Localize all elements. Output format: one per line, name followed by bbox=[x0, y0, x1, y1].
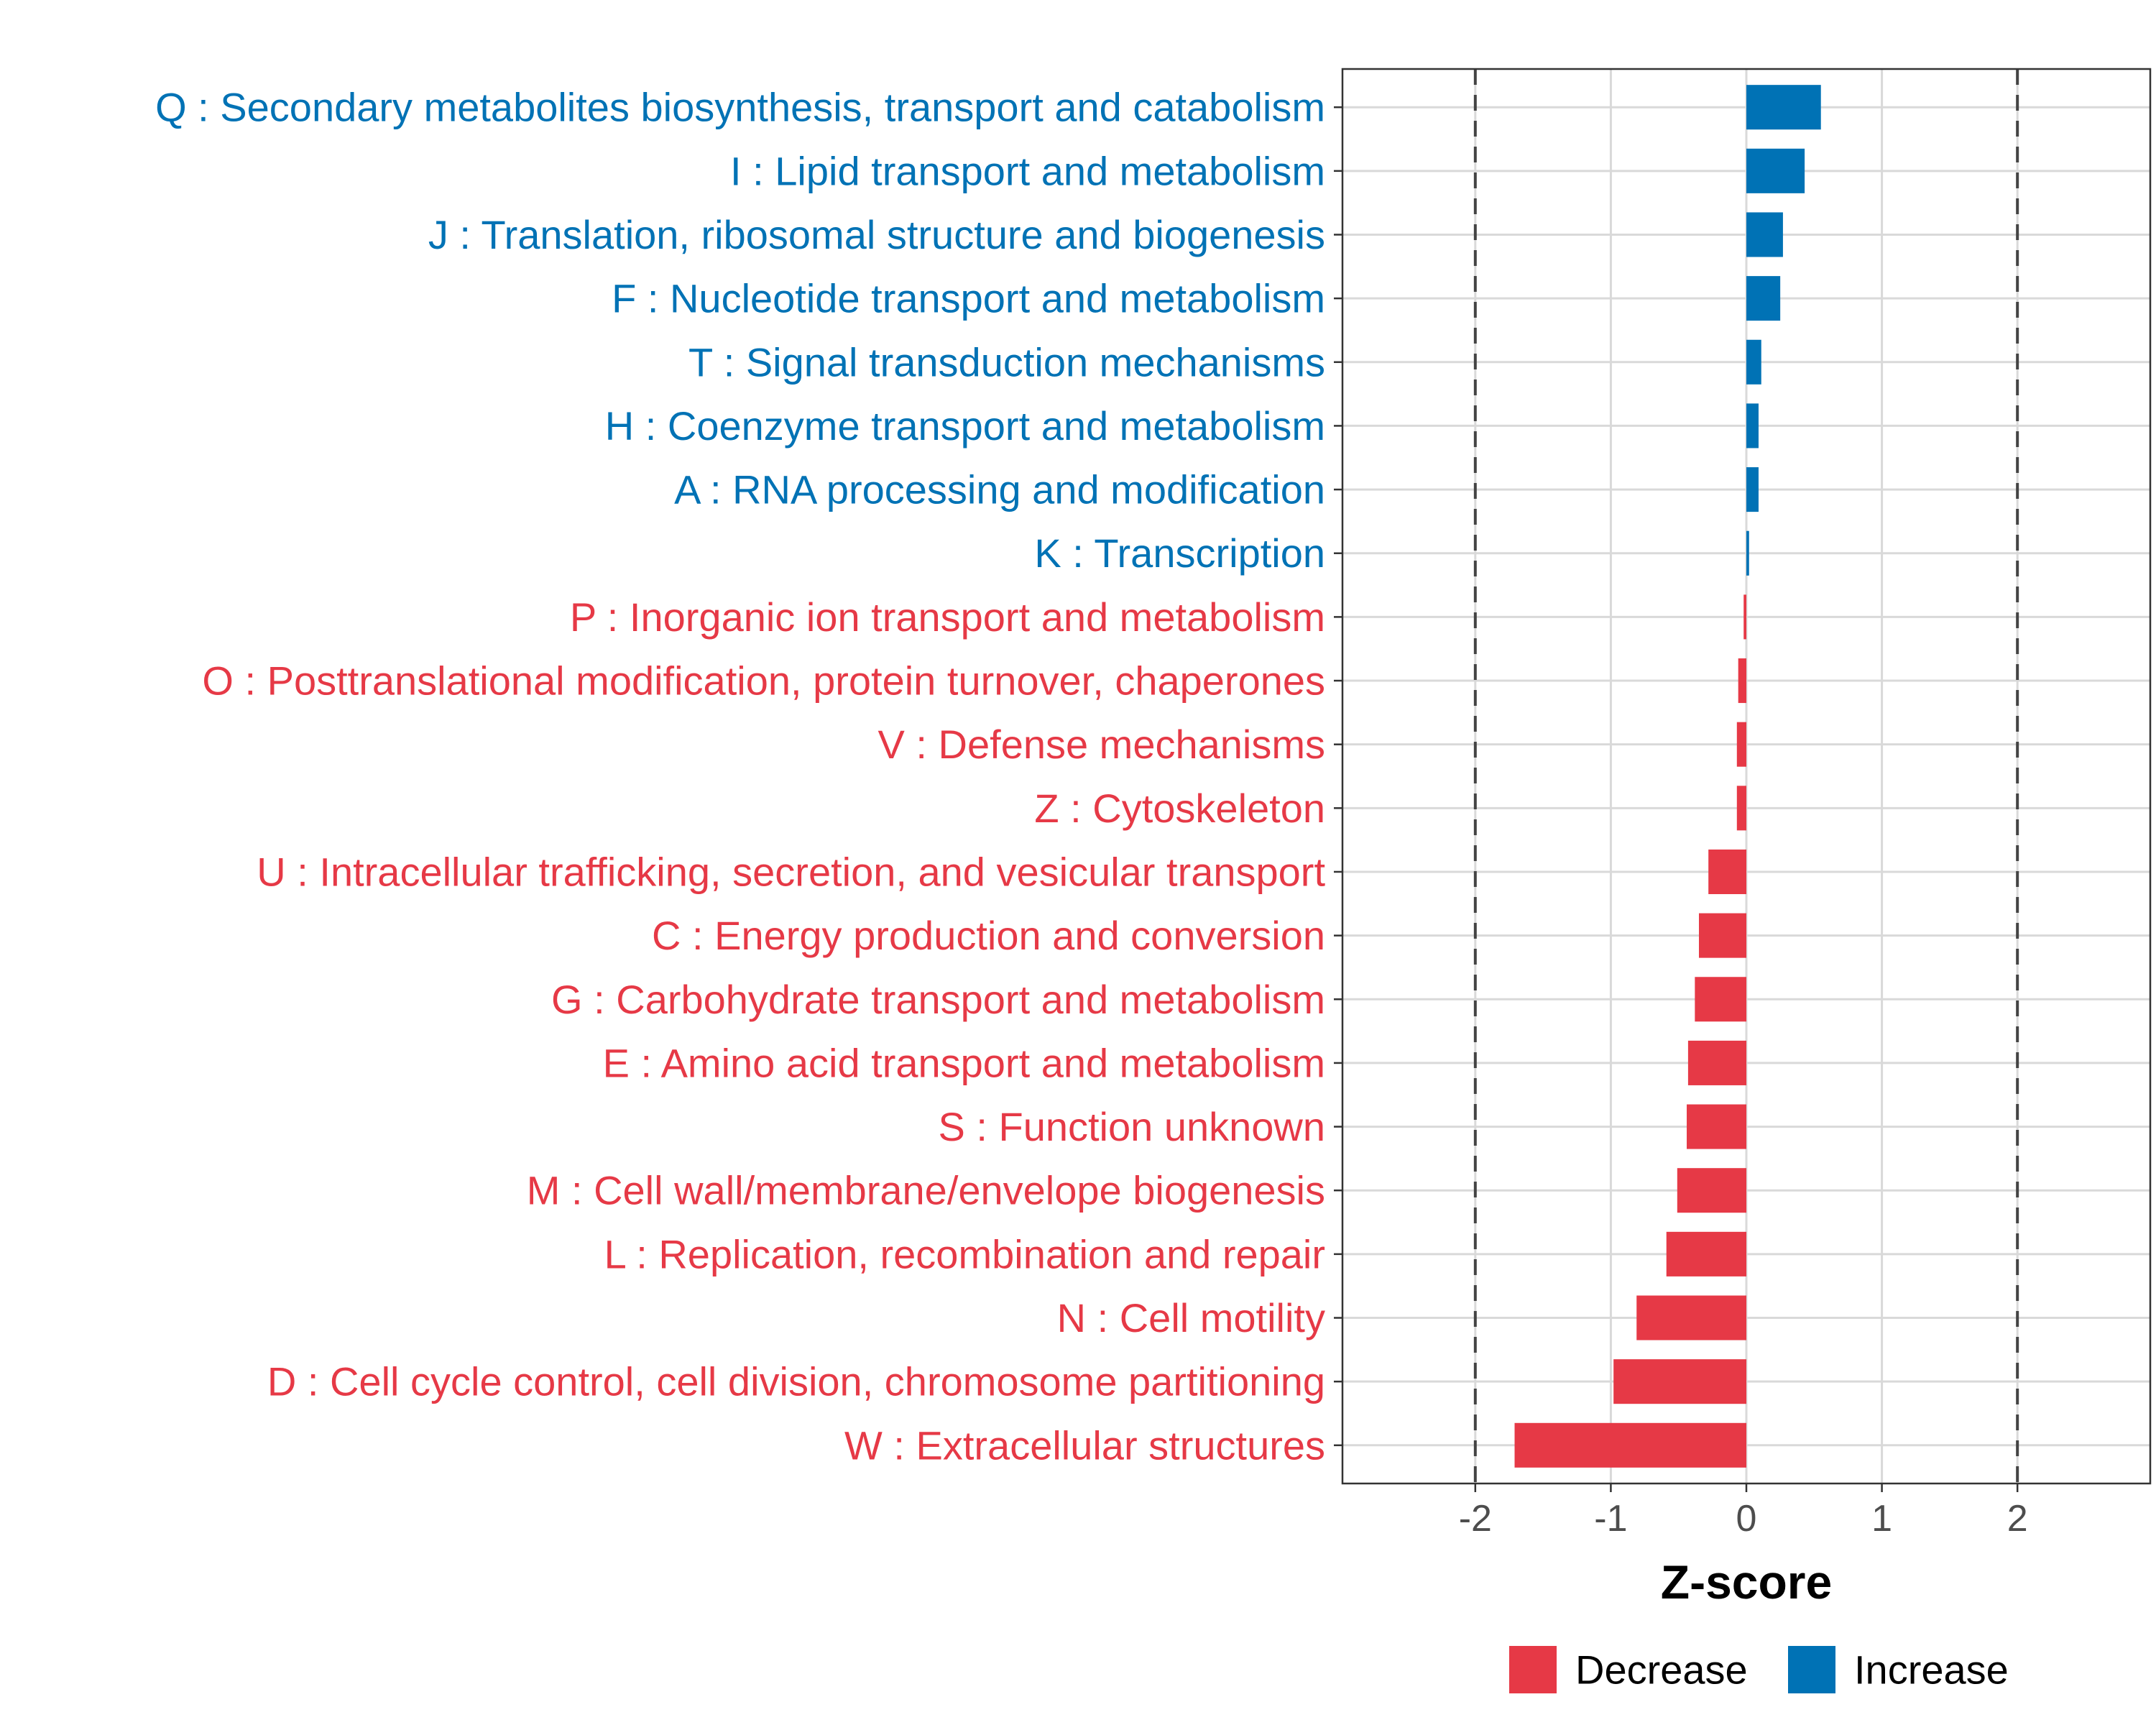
y-axis-ticks bbox=[1334, 106, 1342, 1447]
bar bbox=[1736, 786, 1746, 831]
category-label: J : Translation, ribosomal structure and… bbox=[428, 212, 1325, 257]
legend-label: Decrease bbox=[1575, 1647, 1748, 1693]
bars bbox=[1514, 85, 1821, 1468]
category-label: G : Carbohydrate transport and metabolis… bbox=[551, 977, 1325, 1022]
category-label: C : Energy production and conversion bbox=[652, 913, 1325, 958]
category-label: P : Inorganic ion transport and metaboli… bbox=[570, 594, 1325, 640]
category-label: D : Cell cycle control, cell division, c… bbox=[267, 1359, 1325, 1404]
category-label: E : Amino acid transport and metabolism bbox=[603, 1040, 1325, 1085]
category-label: Q : Secondary metabolites biosynthesis, … bbox=[155, 85, 1325, 130]
legend: Decrease Increase bbox=[1509, 1646, 2009, 1693]
bar bbox=[1746, 85, 1821, 130]
category-label: U : Intracellular trafficking, secretion… bbox=[257, 849, 1325, 894]
x-tick-label: 2 bbox=[2007, 1498, 2028, 1540]
bar bbox=[1708, 849, 1746, 894]
category-label: K : Transcription bbox=[1034, 530, 1325, 576]
bar bbox=[1666, 1231, 1746, 1276]
bar bbox=[1695, 977, 1746, 1022]
category-label: S : Function unknown bbox=[938, 1104, 1325, 1149]
bar bbox=[1677, 1168, 1746, 1213]
x-tick-label: 0 bbox=[1736, 1498, 1757, 1540]
bar bbox=[1746, 467, 1759, 512]
bar bbox=[1736, 722, 1746, 767]
bar bbox=[1687, 1040, 1746, 1085]
bar bbox=[1746, 339, 1761, 385]
category-label: I : Lipid transport and metabolism bbox=[730, 148, 1325, 193]
category-label: N : Cell motility bbox=[1057, 1295, 1325, 1340]
bar bbox=[1746, 148, 1805, 193]
category-label: V : Defense mechanisms bbox=[878, 722, 1325, 767]
category-label: Z : Cytoskeleton bbox=[1034, 786, 1325, 831]
legend-swatch bbox=[1788, 1646, 1835, 1693]
category-label: H : Coenzyme transport and metabolism bbox=[605, 403, 1325, 448]
bar bbox=[1743, 594, 1746, 640]
category-label: L : Replication, recombination and repai… bbox=[604, 1231, 1325, 1276]
category-label: A : RNA processing and modification bbox=[674, 467, 1325, 512]
bar bbox=[1698, 913, 1746, 958]
x-tick-label: 1 bbox=[1871, 1498, 1892, 1540]
category-label: O : Posttranslational modification, prot… bbox=[202, 658, 1325, 704]
category-label: W : Extracellular structures bbox=[844, 1422, 1325, 1468]
x-tick-label: -2 bbox=[1459, 1498, 1492, 1540]
category-label: T : Signal transduction mechanisms bbox=[688, 339, 1325, 385]
x-tick-label: -1 bbox=[1594, 1498, 1627, 1540]
bar bbox=[1636, 1295, 1746, 1340]
legend-label: Increase bbox=[1854, 1647, 2009, 1693]
bar bbox=[1746, 403, 1759, 448]
category-label: M : Cell wall/membrane/envelope biogenes… bbox=[527, 1168, 1325, 1213]
bar bbox=[1687, 1104, 1746, 1149]
bar bbox=[1514, 1422, 1746, 1468]
reference-lines bbox=[1473, 69, 2019, 1484]
x-axis-ticks: -2 -1 0 1 2 bbox=[1459, 1484, 2028, 1540]
bar bbox=[1746, 530, 1749, 576]
bar bbox=[1738, 658, 1746, 704]
x-axis-title: Z-score bbox=[1661, 1555, 1832, 1609]
category-label: F : Nucleotide transport and metabolism bbox=[612, 276, 1325, 321]
y-axis-category-labels: Q : Secondary metabolites biosynthesis, … bbox=[155, 85, 1325, 1468]
bar bbox=[1746, 276, 1781, 321]
bar bbox=[1613, 1359, 1746, 1404]
legend-swatch bbox=[1509, 1646, 1557, 1693]
bar bbox=[1746, 212, 1783, 257]
